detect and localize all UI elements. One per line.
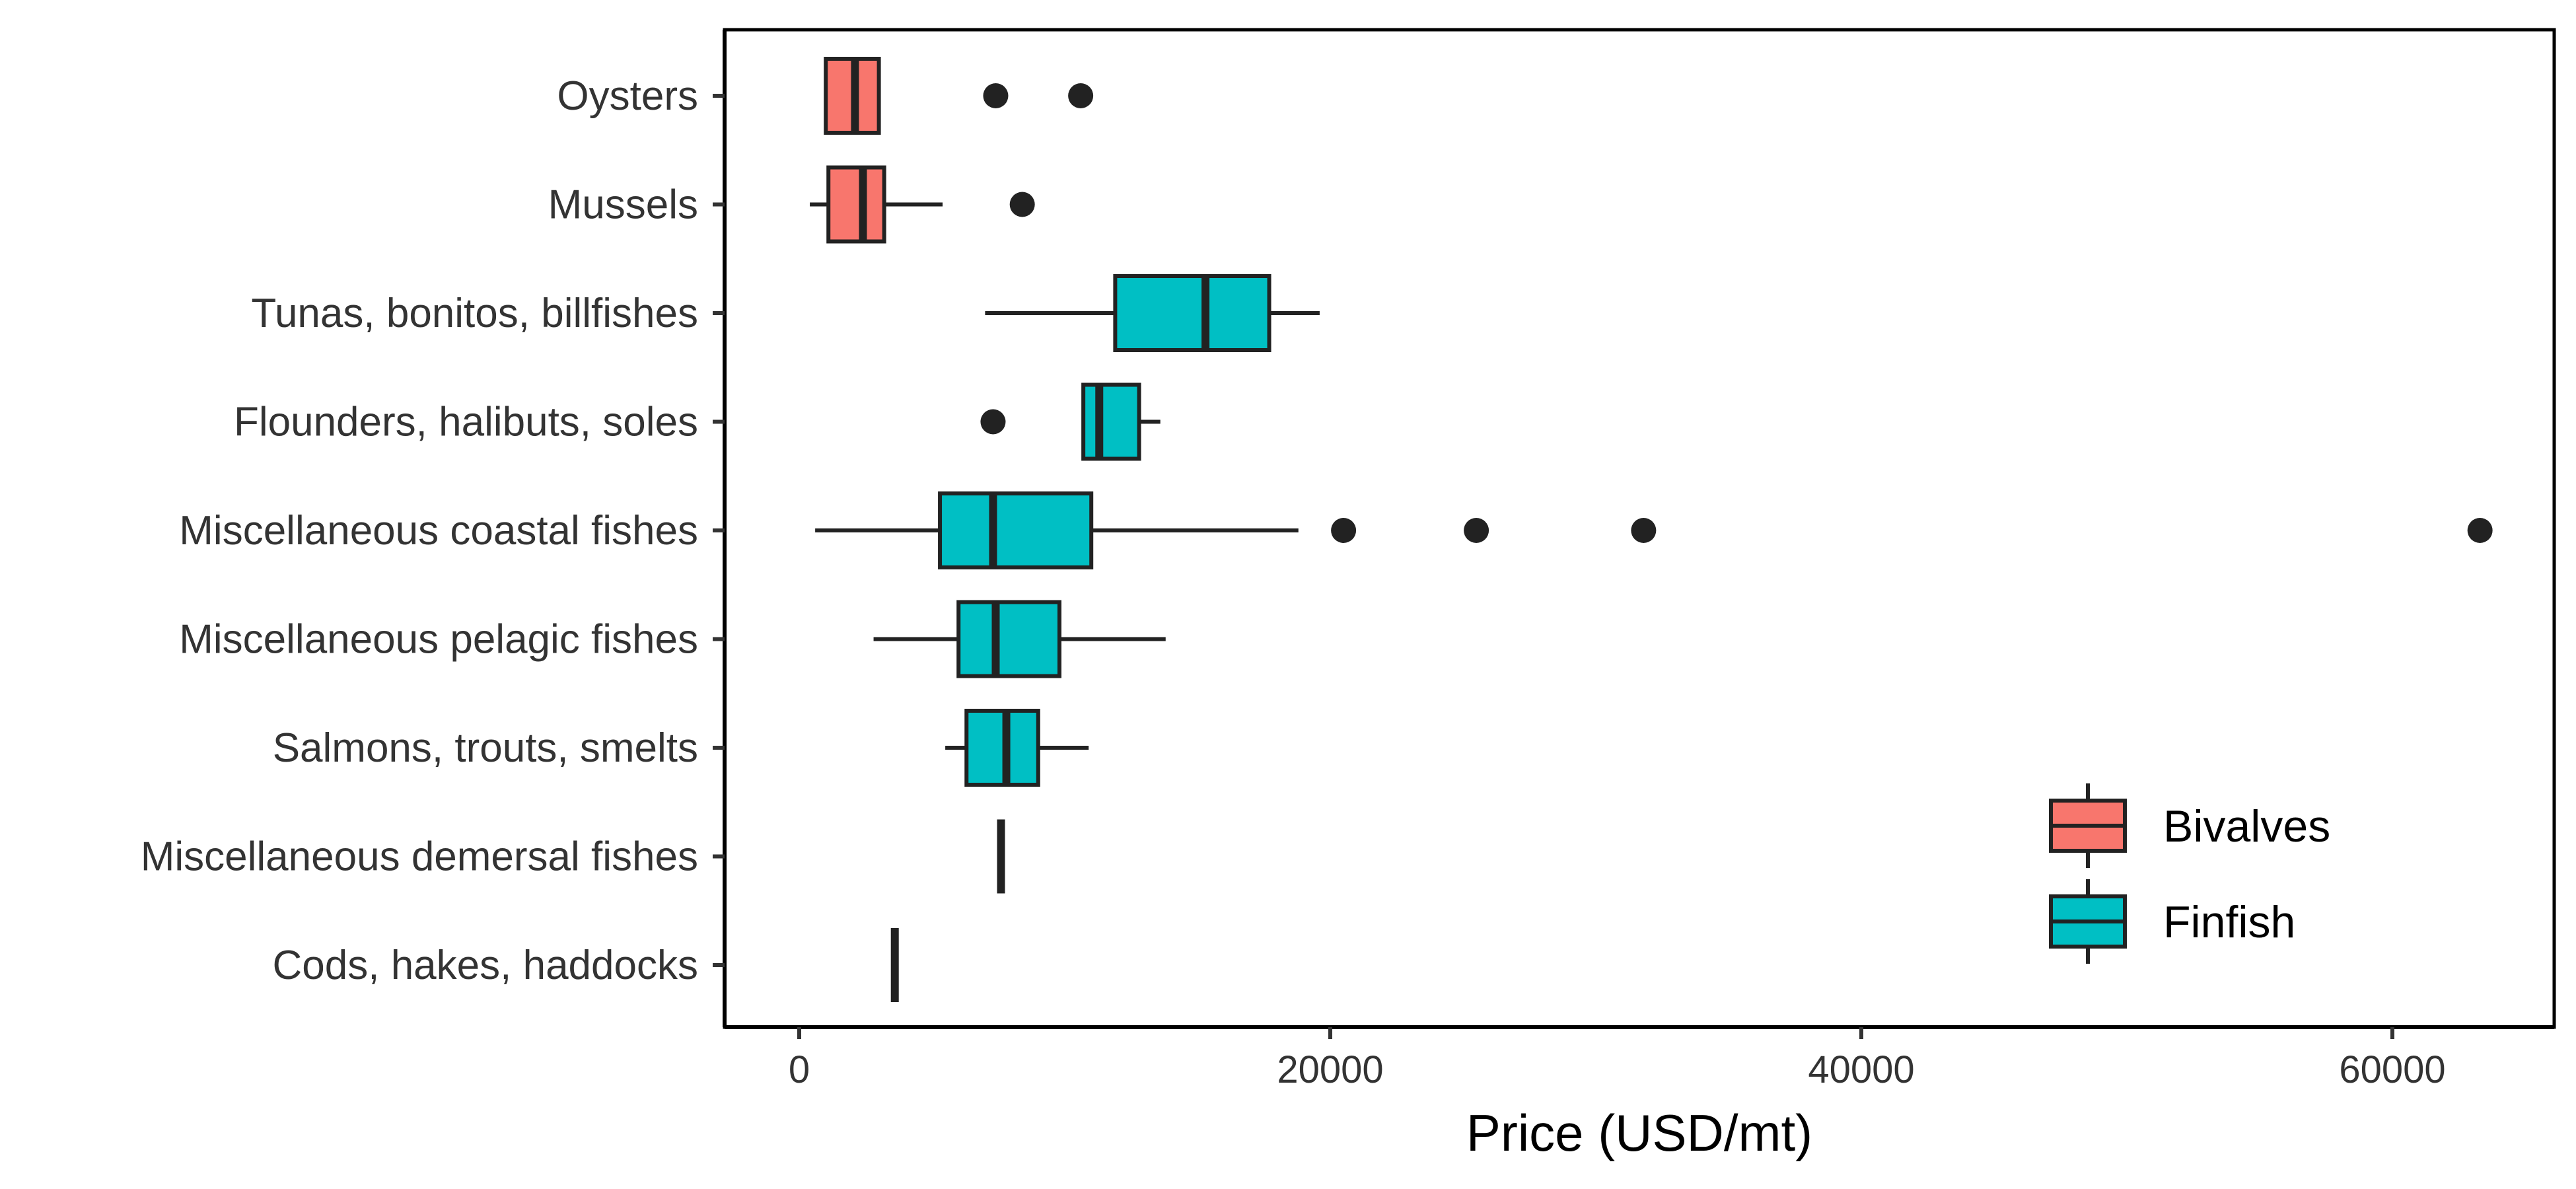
x-tick-label: 60000 — [2339, 1048, 2445, 1091]
outlier-point — [980, 409, 1006, 435]
box-0 — [824, 57, 881, 135]
box-iqr — [1081, 382, 1141, 461]
box-iqr — [956, 600, 1061, 678]
category-label: Miscellaneous pelagic fishes — [179, 617, 698, 663]
x-tick-label: 40000 — [1808, 1048, 1914, 1091]
category-label: Salmons, trouts, smelts — [273, 725, 698, 771]
box-6 — [945, 709, 1089, 787]
outlier-point — [1009, 192, 1035, 217]
legend-item-bivalves: Bivalves — [2049, 783, 2330, 868]
category-label: Tunas, bonitos, billfishes — [251, 291, 698, 336]
outlier-point — [1331, 518, 1357, 543]
category-label: Flounders, halibuts, soles — [234, 400, 698, 445]
boxes-layer — [810, 57, 1320, 1002]
x-tick-label: 0 — [789, 1048, 810, 1091]
box-1 — [810, 165, 943, 244]
x-axis: 0 20000 40000 60000 — [725, 1025, 2554, 1091]
category-label: Oysters — [557, 73, 698, 119]
legend-label: Finfish — [2163, 897, 2295, 947]
category-label: Miscellaneous demersal fishes — [141, 834, 698, 880]
outlier-point — [1464, 518, 1489, 543]
category-label: Miscellaneous coastal fishes — [179, 508, 698, 554]
legend: Bivalves Finfish — [2049, 783, 2330, 964]
box-iqr — [964, 709, 1040, 787]
y-axis: Oysters Mussels Tunas, bonitos, billfishes… — [141, 30, 727, 1027]
category-label: Mussels — [548, 182, 698, 228]
box-4 — [815, 491, 1299, 569]
box-2 — [985, 274, 1320, 352]
outlier-point — [1068, 83, 1094, 108]
outliers-layer — [980, 83, 2493, 543]
box-iqr — [826, 165, 886, 244]
box-3 — [1081, 382, 1161, 461]
legend-label: Bivalves — [2163, 801, 2330, 851]
outlier-point — [1631, 518, 1657, 543]
category-label: Cods, hakes, haddocks — [273, 943, 699, 988]
outlier-point — [983, 83, 1009, 108]
box-5 — [873, 600, 1166, 678]
x-tick-label: 20000 — [1277, 1048, 1383, 1091]
box-iqr — [1113, 274, 1271, 352]
outlier-point — [2467, 518, 2493, 543]
x-axis-title: Price (USD/mt) — [1466, 1104, 1812, 1162]
legend-item-finfish: Finfish — [2049, 879, 2295, 964]
box-iqr — [938, 491, 1094, 569]
